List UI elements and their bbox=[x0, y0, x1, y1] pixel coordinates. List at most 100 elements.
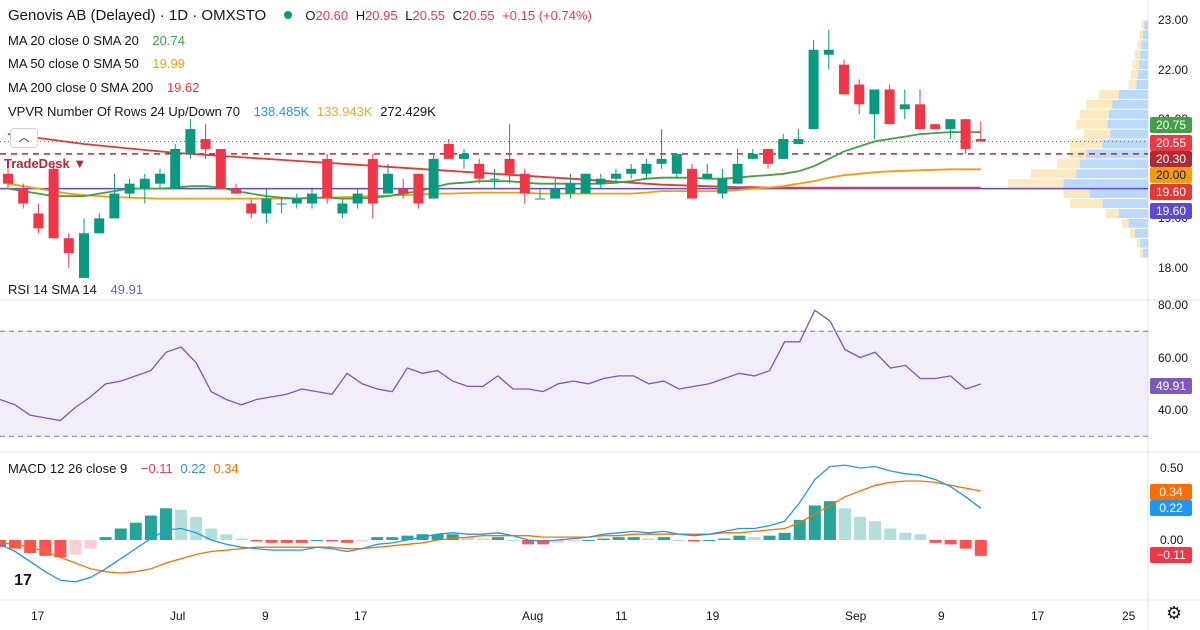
candle-body bbox=[33, 213, 44, 229]
candle-body bbox=[155, 173, 165, 184]
symbol-title: Genovis AB (Delayed) · 1D · OMXSTO bbox=[8, 7, 267, 24]
price-tag: 20.75 bbox=[1150, 117, 1192, 133]
gear-icon[interactable]: ⚙ bbox=[1166, 603, 1183, 623]
macd-histogram-bar bbox=[823, 501, 836, 540]
macd-histogram-bar bbox=[310, 540, 323, 541]
macd-histogram-bar bbox=[552, 540, 565, 543]
time-tick-label: 17 bbox=[31, 609, 45, 623]
candle-body bbox=[869, 89, 880, 115]
rsi-legend[interactable]: RSI 14 SMA 14 49.91 bbox=[8, 282, 147, 298]
candle-body bbox=[641, 163, 652, 174]
macd-histogram-bar bbox=[114, 528, 127, 540]
candle-body bbox=[18, 188, 29, 204]
volume-profile-up-bar bbox=[1110, 129, 1148, 139]
candle-body bbox=[428, 158, 439, 199]
market-status-dot bbox=[283, 11, 292, 19]
candle-body bbox=[626, 168, 637, 174]
macd-histogram-bar bbox=[401, 535, 414, 540]
candle-body bbox=[519, 173, 530, 194]
open-label: O bbox=[305, 8, 316, 23]
candle-body bbox=[915, 104, 925, 130]
time-tick-label: 19 bbox=[706, 609, 720, 623]
macd-histogram-bar bbox=[356, 540, 369, 542]
candle-body bbox=[398, 188, 409, 194]
candle-body bbox=[322, 158, 333, 199]
candle-body bbox=[580, 173, 591, 194]
volume-profile-down-bar bbox=[1136, 238, 1141, 248]
time-tick-label: Jul bbox=[170, 609, 186, 623]
candle-body bbox=[337, 203, 348, 214]
price-tick-label: 22.00 bbox=[1158, 62, 1189, 77]
time-tick-label: 17 bbox=[1031, 609, 1045, 623]
volume-profile-down-bar bbox=[1129, 228, 1135, 238]
candle-body bbox=[763, 148, 773, 164]
macd-histogram-bar bbox=[491, 537, 504, 540]
volume-profile-up-bar bbox=[1138, 60, 1148, 70]
tradingview-logo-icon[interactable]: 17 bbox=[14, 572, 32, 589]
macd-histogram-bar bbox=[959, 540, 972, 549]
volume-profile-up-bar bbox=[1089, 189, 1148, 199]
macd-histogram-bar bbox=[688, 540, 701, 542]
macd-histogram-bar bbox=[808, 505, 821, 540]
macd-histogram-bar bbox=[99, 537, 112, 540]
macd-tick-label: 0.50 bbox=[1160, 461, 1184, 475]
high-value: 20.95 bbox=[365, 8, 398, 23]
collapse-legend-button[interactable]: ︿ bbox=[10, 128, 38, 148]
ma20-legend[interactable]: MA 20 close 0 SMA 20 20.74 bbox=[8, 33, 189, 49]
volume-profile-down-bar bbox=[1030, 169, 1077, 179]
candle-body bbox=[200, 139, 211, 149]
price-tag: 20.55 bbox=[1150, 135, 1192, 151]
price-tag: 19.60 bbox=[1150, 203, 1192, 219]
candle-body bbox=[185, 129, 196, 154]
macd-histogram-bar bbox=[507, 540, 520, 541]
candle-body bbox=[565, 183, 576, 194]
macd-histogram-bar bbox=[642, 538, 655, 540]
ma20-label: MA 20 close 0 SMA 20 bbox=[8, 33, 139, 48]
tradedesk-label[interactable]: TradeDesk ▼ bbox=[4, 156, 87, 171]
candlesticks bbox=[3, 29, 986, 278]
candle-body bbox=[352, 193, 363, 204]
ma200-label: MA 200 close 0 SMA 200 bbox=[8, 80, 154, 95]
price-tick-label: 18.00 bbox=[1158, 261, 1189, 275]
candle-body bbox=[63, 238, 74, 254]
macd-signal-value: 0.34 bbox=[213, 461, 239, 476]
candle-body bbox=[535, 198, 545, 200]
time-tick-label: Sep bbox=[845, 609, 867, 623]
volume-profile-down-bar bbox=[1069, 199, 1103, 209]
macd-histogram-bar bbox=[54, 540, 67, 558]
candle-body bbox=[945, 119, 956, 130]
macd-legend[interactable]: MACD 12 26 close 9 −0.11 0.22 0.34 bbox=[8, 461, 243, 477]
volume-profile-down-bar bbox=[1086, 99, 1113, 109]
volume-profile-down-bar bbox=[1121, 218, 1129, 228]
price-tag: 19.60 bbox=[1150, 184, 1192, 200]
macd-histogram-bar bbox=[24, 540, 37, 553]
candle-body bbox=[960, 119, 971, 149]
macd-histogram-bar bbox=[295, 540, 308, 543]
candle-body bbox=[109, 193, 120, 219]
macd-histogram-bar bbox=[386, 537, 399, 540]
ma50-line bbox=[7, 168, 981, 200]
volume-profile-up-bar bbox=[1102, 199, 1148, 209]
macd-histogram-bar bbox=[854, 516, 867, 540]
candle-body bbox=[383, 173, 393, 194]
ma50-legend[interactable]: MA 50 close 0 SMA 50 19.99 bbox=[8, 56, 189, 72]
macd-histogram-bar bbox=[522, 540, 535, 545]
volume-profile-down-bar bbox=[1084, 129, 1111, 139]
close-value: 20.55 bbox=[462, 8, 495, 23]
macd-histogram-bar bbox=[39, 540, 52, 556]
candle-body bbox=[3, 173, 13, 184]
vpvr-legend[interactable]: VPVR Number Of Rows 24 Up/Down 70 138.48… bbox=[8, 104, 440, 120]
vpvr-label: VPVR Number Of Rows 24 Up/Down 70 bbox=[8, 104, 240, 119]
rsi-value-tag: 49.91 bbox=[1150, 378, 1192, 394]
macd-histogram-bar bbox=[914, 534, 927, 540]
macd-histogram-bar bbox=[929, 540, 942, 543]
symbol-legend[interactable]: Genovis AB (Delayed) · 1D · OMXSTO O20.6… bbox=[8, 8, 596, 24]
candle-body bbox=[124, 183, 135, 194]
candle-body bbox=[550, 188, 561, 199]
ma200-legend[interactable]: MA 200 close 0 SMA 200 19.62 bbox=[8, 80, 203, 96]
price-tag: 20.30 bbox=[1150, 151, 1192, 167]
macd-histogram-bar bbox=[461, 537, 474, 540]
candle-body bbox=[215, 148, 226, 189]
